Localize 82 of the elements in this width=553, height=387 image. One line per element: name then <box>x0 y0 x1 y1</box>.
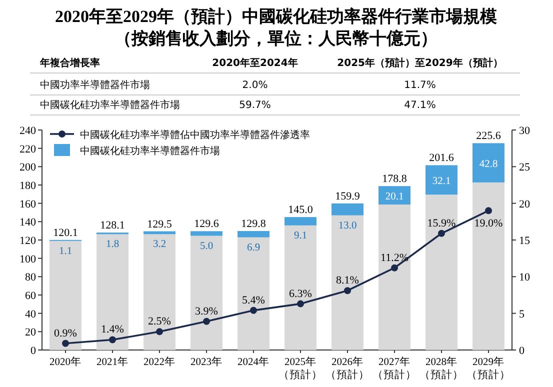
bar <box>332 215 364 350</box>
x-tick-label: 2027年（預計） <box>372 356 416 381</box>
y-tick-label: 140 <box>20 216 36 229</box>
point <box>438 230 445 237</box>
y-tick-label: 180 <box>20 180 36 192</box>
bar <box>284 225 316 350</box>
total-label: 128.1 <box>100 220 125 232</box>
y-tick-label: 100 <box>20 253 36 266</box>
point <box>297 300 304 308</box>
total-label: 225.6 <box>476 130 502 142</box>
total-label: 145.0 <box>288 204 314 216</box>
y-tick-label: 40 <box>25 308 36 320</box>
y-tick-label: 220 <box>20 143 36 156</box>
legend-label: 中國碳化硅功率半導體佔中國功率半導體器件滲透率 <box>80 129 310 141</box>
x-tick-label: 2023年 <box>190 356 222 368</box>
bar <box>426 165 458 195</box>
data-label: 15.9% <box>427 217 456 230</box>
data-label: 0.9% <box>54 327 77 340</box>
y2-tick-label: 30 <box>519 125 530 137</box>
y2-tick-label: 10 <box>519 272 530 284</box>
bar <box>378 204 410 350</box>
point <box>156 328 163 336</box>
total-label: 159.9 <box>335 190 360 202</box>
chart-subtitle: （按銷售收入劃分，單位：人民幣十億元） <box>114 29 438 48</box>
total-label: 120.1 <box>53 226 78 239</box>
x-tick-label: 2020年 <box>50 356 82 368</box>
bar <box>238 237 270 350</box>
bar <box>426 194 458 350</box>
bar <box>472 143 504 182</box>
x-tick-label: 2028年（預計） <box>420 356 464 381</box>
bar <box>96 234 128 350</box>
y2-tick-label: 5 <box>519 308 525 320</box>
x-tick-label: 2025年（預計） <box>278 356 322 381</box>
x-tick-label: 2022年 <box>144 356 176 368</box>
y2-tick-label: 20 <box>519 198 530 210</box>
bar <box>238 231 270 238</box>
bar <box>472 182 504 350</box>
point <box>485 207 492 214</box>
bar <box>332 203 364 216</box>
x-tick-label: 2029年（預計） <box>466 356 510 381</box>
point <box>344 287 351 294</box>
y-tick-label: 240 <box>20 125 36 137</box>
y-tick-label: 120 <box>20 235 36 247</box>
y-tick-label: 160 <box>20 198 36 210</box>
x-tick-label: 2026年（預計） <box>326 356 370 381</box>
y-tick-label: 200 <box>20 162 36 174</box>
data-label: 11.2% <box>380 252 409 264</box>
y-tick-label: 0 <box>30 345 36 357</box>
bar <box>190 236 222 350</box>
legend-label: 中國碳化硅功率半導體器件市場 <box>80 145 220 157</box>
point <box>391 264 398 272</box>
y-tick-label: 80 <box>25 272 36 284</box>
y-tick-label: 60 <box>25 290 36 302</box>
bar <box>378 186 410 205</box>
bar <box>50 240 82 350</box>
point <box>62 340 69 347</box>
data-label: 19.0% <box>474 218 503 230</box>
data-label: 8.1% <box>336 274 359 287</box>
bar <box>190 231 222 236</box>
total-label: 129.5 <box>147 218 172 230</box>
data-label: 2.5% <box>148 316 171 328</box>
total-label: 129.8 <box>241 218 266 230</box>
total-label: 178.8 <box>382 173 408 186</box>
point <box>203 318 210 325</box>
x-tick-label: 2024年 <box>238 356 270 368</box>
bar <box>284 217 316 226</box>
bar <box>144 234 176 350</box>
x-tick-label: 2021年 <box>96 356 128 368</box>
y-tick-label: 20 <box>25 326 36 339</box>
y2-tick-label: 0 <box>519 345 525 357</box>
y2-tick-label: 15 <box>519 235 530 247</box>
data-label: 5.4% <box>242 294 265 306</box>
chart-title: 2020年至2029年（預計）中國碳化硅功率器件行業市場規模 <box>55 7 497 26</box>
table: 年複合增長率 2020年至2024年 2025年（預計）至2029年（預計） 中國功率半導體器件市場 2.0% 11.7% 中國碳化硅功率半導體器件市場 59.7% 47.1% <box>30 58 520 116</box>
total-label: 201.6 <box>429 152 454 164</box>
data-label: 1.4% <box>101 324 124 336</box>
data-label: 6.3% <box>289 288 312 300</box>
total-label: 129.6 <box>194 218 220 230</box>
point <box>250 306 257 314</box>
data-label: 3.9% <box>195 305 218 318</box>
point <box>109 336 116 344</box>
y2-tick-label: 25 <box>519 162 530 174</box>
